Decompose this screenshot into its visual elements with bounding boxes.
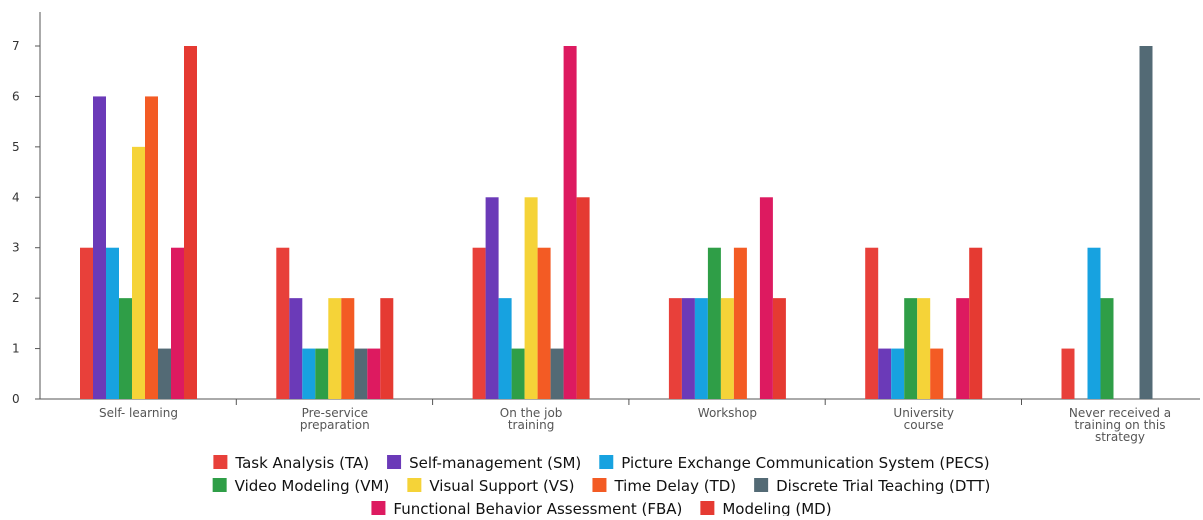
legend-swatch-video-modeling-vm <box>212 478 227 492</box>
bar-self-management-sm-4 <box>681 298 695 399</box>
bar-picture-exchange-communication-system-pecs-4 <box>694 298 708 399</box>
bar-functional-behavior-assessment-fba-4 <box>759 197 773 399</box>
bar-picture-exchange-communication-system-pecs-5 <box>891 348 905 399</box>
bar-self-management-sm-1 <box>93 96 106 399</box>
bar-modeling-md-2 <box>380 298 394 399</box>
bar-task-analysis-ta-3 <box>472 247 486 399</box>
bar-time-delay-td-5 <box>930 348 944 399</box>
legend-swatch-time-delay-td <box>592 478 607 492</box>
bar-time-delay-td-2 <box>341 298 355 399</box>
bar-modeling-md-4 <box>772 298 786 399</box>
legend-swatch-task-analysis-ta <box>213 455 228 469</box>
bar-task-analysis-ta-1 <box>80 247 93 399</box>
bar-time-delay-td-3 <box>537 247 551 399</box>
bar-visual-support-vs-3 <box>524 197 538 399</box>
bar-discrete-trial-teaching-dtt-1 <box>158 348 171 399</box>
legend-label-visual-support-vs: Visual Support (VS) <box>429 477 574 495</box>
bar-picture-exchange-communication-system-pecs-3 <box>498 298 512 399</box>
x-tick-label: training on this <box>1075 418 1166 432</box>
legend-label-self-management-sm: Self-management (SM) <box>409 454 581 472</box>
legend-label-functional-behavior-assessment-fba: Functional Behavior Assessment (FBA) <box>393 500 682 516</box>
bar-discrete-trial-teaching-dtt-3 <box>550 348 564 399</box>
bar-task-analysis-ta-6 <box>1061 348 1075 399</box>
x-tick-label: course <box>904 418 944 432</box>
bar-time-delay-td-1 <box>145 96 158 399</box>
x-tick-label: preparation <box>300 418 370 432</box>
bar-video-modeling-vm-5 <box>904 298 918 399</box>
bar-video-modeling-vm-1 <box>119 298 132 399</box>
y-tick-label: 3 <box>12 241 20 255</box>
x-tick-label: Never received a <box>1069 406 1171 420</box>
y-tick-label: 2 <box>12 291 20 305</box>
x-tick-label: On the job <box>500 406 563 420</box>
bar-self-management-sm-2 <box>289 298 303 399</box>
bar-video-modeling-vm-4 <box>707 247 721 399</box>
bar-functional-behavior-assessment-fba-2 <box>367 348 381 399</box>
bar-visual-support-vs-4 <box>720 298 734 399</box>
bar-visual-support-vs-2 <box>328 298 342 399</box>
legend-label-time-delay-td: Time Delay (TD) <box>613 477 736 495</box>
x-tick-label: training <box>508 418 555 432</box>
legend-label-task-analysis-ta: Task Analysis (TA) <box>234 454 369 472</box>
bar-task-analysis-ta-5 <box>865 247 879 399</box>
bar-video-modeling-vm-2 <box>315 348 329 399</box>
x-tick-label: Self- learning <box>99 406 178 420</box>
x-tick-label: Workshop <box>698 406 757 420</box>
x-tick-label: strategy <box>1095 430 1145 444</box>
bar-video-modeling-vm-3 <box>511 348 525 399</box>
bar-functional-behavior-assessment-fba-3 <box>563 46 577 399</box>
legend-label-modeling-md: Modeling (MD) <box>722 500 831 516</box>
bar-discrete-trial-teaching-dtt-6 <box>1139 46 1153 399</box>
bar-task-analysis-ta-2 <box>276 247 290 399</box>
y-tick-label: 0 <box>12 392 20 406</box>
legend-swatch-self-management-sm <box>387 455 402 469</box>
legend-swatch-discrete-trial-teaching-dtt <box>754 478 769 492</box>
y-tick-label: 7 <box>12 39 20 53</box>
y-tick-label: 5 <box>12 140 20 154</box>
legend-swatch-picture-exchange-communication-system-pecs <box>599 455 614 469</box>
legend-swatch-visual-support-vs <box>407 478 422 492</box>
bar-discrete-trial-teaching-dtt-2 <box>354 348 368 399</box>
x-tick-label: Pre-service <box>302 406 368 420</box>
bar-task-analysis-ta-4 <box>668 298 682 399</box>
bar-picture-exchange-communication-system-pecs-2 <box>302 348 316 399</box>
bar-self-management-sm-5 <box>878 348 892 399</box>
y-tick-label: 6 <box>12 89 20 103</box>
legend-swatch-modeling-md <box>700 501 715 515</box>
bar-modeling-md-3 <box>576 197 590 399</box>
bar-self-management-sm-3 <box>485 197 499 399</box>
bar-visual-support-vs-1 <box>132 146 145 399</box>
bar-visual-support-vs-5 <box>917 298 931 399</box>
legend-label-video-modeling-vm: Video Modeling (VM) <box>235 477 390 495</box>
bar-functional-behavior-assessment-fba-5 <box>956 298 970 399</box>
y-tick-label: 4 <box>12 190 20 204</box>
legend-swatch-functional-behavior-assessment-fba <box>371 501 386 515</box>
bar-picture-exchange-communication-system-pecs-1 <box>106 247 119 399</box>
legend-label-discrete-trial-teaching-dtt: Discrete Trial Teaching (DTT) <box>776 477 990 495</box>
x-tick-label: University <box>893 406 954 420</box>
y-tick-label: 1 <box>12 342 20 356</box>
bar-functional-behavior-assessment-fba-1 <box>171 247 184 399</box>
bar-modeling-md-5 <box>969 247 983 399</box>
bar-picture-exchange-communication-system-pecs-6 <box>1087 247 1101 399</box>
bar-video-modeling-vm-6 <box>1100 298 1114 399</box>
bar-modeling-md-1 <box>184 46 197 399</box>
legend-label-picture-exchange-communication-system-pecs: Picture Exchange Communication System (P… <box>621 454 989 472</box>
bar-time-delay-td-4 <box>733 247 747 399</box>
